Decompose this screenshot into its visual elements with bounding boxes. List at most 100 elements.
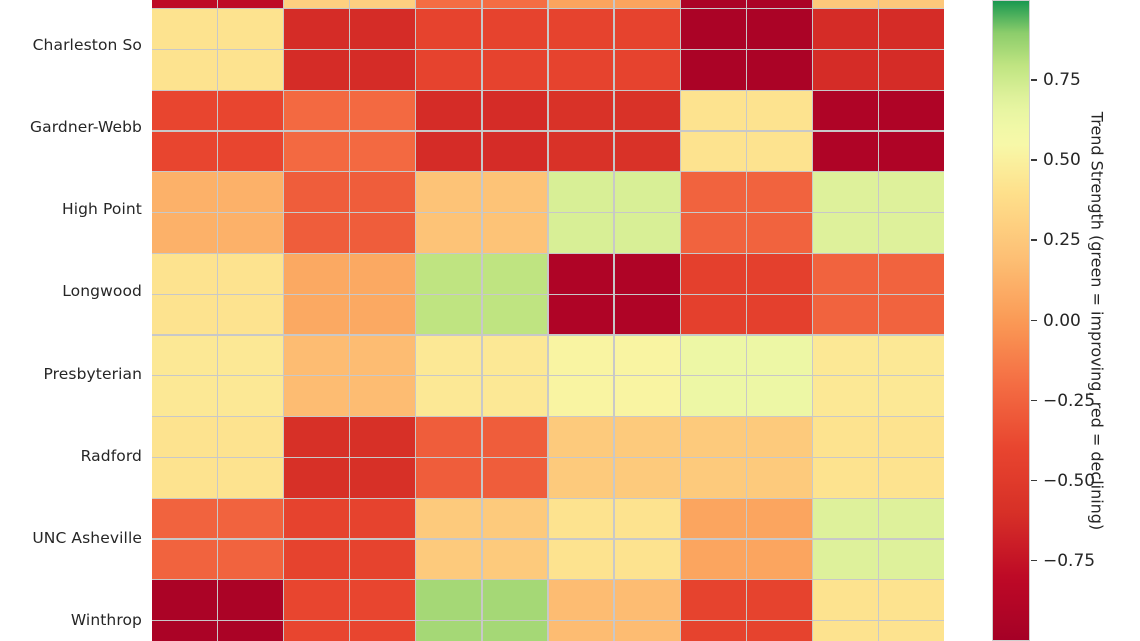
heatmap-cell <box>218 172 283 212</box>
heatmap-cell <box>284 498 350 539</box>
heatmap-cell <box>284 294 350 335</box>
y-axis-label: Charleston So <box>32 36 142 54</box>
heatmap-cell <box>152 294 217 335</box>
heatmap-cell <box>813 580 878 620</box>
heatmap-cell <box>350 539 416 580</box>
heatmap-cell <box>284 458 350 498</box>
heatmap-cell <box>813 498 878 539</box>
heatmap-cell <box>746 0 812 8</box>
heatmap-cell <box>879 458 944 498</box>
heatmap-cell <box>680 498 746 539</box>
heatmap-cell <box>350 0 416 8</box>
heatmap-cell <box>879 9 944 49</box>
colorbar[interactable] <box>992 0 1030 641</box>
heatmap-cell <box>350 417 416 457</box>
heatmap-cell <box>284 335 350 376</box>
heatmap-cell <box>284 376 350 416</box>
heatmap-cell <box>284 172 350 212</box>
heatmap-cell <box>482 50 548 90</box>
heatmap-cell <box>482 539 548 580</box>
heatmap-cell <box>350 580 416 620</box>
heatmap-cell <box>416 498 482 539</box>
heatmap-cell <box>284 539 350 580</box>
heatmap-cell <box>680 335 746 376</box>
colorbar-label: Trend Strength (green = improving, red =… <box>1087 111 1107 530</box>
heatmap-cell <box>879 254 944 294</box>
heatmap-cell <box>482 458 548 498</box>
heatmap-cell <box>482 498 548 539</box>
heatmap-cell <box>416 376 482 416</box>
heatmap-cell <box>813 0 878 8</box>
heatmap-cell <box>482 254 548 294</box>
heatmap-cell <box>152 458 217 498</box>
heatmap-cell <box>416 9 482 49</box>
heatmap-cell <box>548 131 614 172</box>
heatmap-cell <box>879 621 944 641</box>
heatmap-cell <box>416 417 482 457</box>
heatmap-cell <box>152 0 217 8</box>
heatmap-cell <box>680 580 746 620</box>
colorbar-tick-dash <box>1031 159 1037 161</box>
heatmap-cell <box>284 131 350 172</box>
heatmap-cell <box>218 580 283 620</box>
y-axis-label: Radford <box>80 447 142 465</box>
heatmap-cell <box>416 458 482 498</box>
heatmap-cell <box>614 213 680 253</box>
heatmap-cell <box>680 621 746 641</box>
heatmap-cell <box>350 9 416 49</box>
heatmap-cell <box>218 498 283 539</box>
heatmap-cell <box>680 90 746 131</box>
heatmap-cell <box>813 254 878 294</box>
heatmap-cell <box>746 417 812 457</box>
heatmap-cell <box>813 539 878 580</box>
heatmap-cell <box>152 376 217 416</box>
heatmap-cell <box>350 458 416 498</box>
heatmap-cell <box>218 213 283 253</box>
heatmap-cell <box>350 254 416 294</box>
colorbar-tick-label: 0.75 <box>1043 70 1081 91</box>
heatmap-cell <box>548 335 614 376</box>
heatmap-cell <box>680 417 746 457</box>
heatmap-cell <box>218 294 283 335</box>
heatmap-cell <box>548 580 614 620</box>
heatmap-cell <box>218 9 283 49</box>
heatmap-cell <box>614 254 680 294</box>
heatmap-cell <box>350 213 416 253</box>
heatmap-cell <box>350 131 416 172</box>
heatmap-cell <box>614 9 680 49</box>
colorbar-tick-label: 0.00 <box>1043 310 1081 331</box>
heatmap-cell <box>350 498 416 539</box>
y-axis-label: Longwood <box>62 282 142 300</box>
heatmap-cell <box>746 50 812 90</box>
heatmap-cell <box>879 213 944 253</box>
heatmap-cell <box>416 621 482 641</box>
heatmap-cell <box>218 131 283 172</box>
heatmap-grid[interactable] <box>152 0 944 641</box>
heatmap-cell <box>813 458 878 498</box>
heatmap-cell <box>680 294 746 335</box>
heatmap-cell <box>152 50 217 90</box>
heatmap-cell <box>482 0 548 8</box>
heatmap-cell <box>152 9 217 49</box>
heatmap-cell <box>152 498 217 539</box>
heatmap-cell <box>746 580 812 620</box>
heatmap-cell <box>482 376 548 416</box>
heatmap-cell <box>350 335 416 376</box>
heatmap-cell <box>482 335 548 376</box>
heatmap-cell <box>614 172 680 212</box>
heatmap-cell <box>614 580 680 620</box>
heatmap-cell <box>614 50 680 90</box>
colorbar-tick-dash <box>1031 239 1037 241</box>
colorbar-tick-label: −0.75 <box>1043 550 1096 571</box>
colorbar-gradient <box>993 1 1029 640</box>
heatmap-cell <box>284 621 350 641</box>
heatmap-cell <box>482 294 548 335</box>
heatmap-cell <box>746 621 812 641</box>
heatmap-cell <box>879 0 944 8</box>
heatmap-cell <box>813 213 878 253</box>
heatmap-cell <box>218 376 283 416</box>
heatmap-cell <box>813 50 878 90</box>
heatmap-cell <box>218 0 283 8</box>
heatmap-cell <box>614 90 680 131</box>
